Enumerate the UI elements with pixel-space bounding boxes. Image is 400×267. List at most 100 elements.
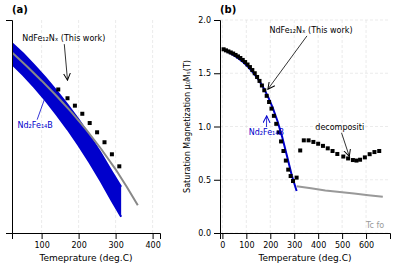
annotations: NdFe₁₂Nₓ (This work) Nd₂Fe₁₄B (18, 34, 106, 130)
point (311, 140, 315, 144)
grid-line (152, 20, 153, 233)
point (363, 155, 367, 159)
plot-area (12, 43, 138, 217)
tick-mark (246, 233, 247, 239)
band-edge (12, 64, 121, 217)
panel: 0 100 200 300 400 500 600 0.0 0.5 1.0 1.5 2.0 Temper… (183, 4, 391, 263)
band-edge (12, 43, 121, 187)
annotation: NdFe₁₂Nₓ (This work) (22, 34, 105, 43)
annotation-arrow (268, 36, 307, 89)
figure: 100200300400Temeprature (deg.C)(a)NdFe₁₂… (0, 0, 400, 267)
tick-label: 1.5 (198, 69, 211, 78)
point (95, 130, 99, 134)
grid-line (294, 20, 295, 233)
tick-label: 2.0 (198, 16, 211, 25)
point (279, 139, 283, 143)
x-tick: 0 (220, 233, 225, 250)
tick-mark (214, 233, 220, 234)
point (372, 150, 376, 154)
x-tick: 600 (359, 233, 374, 250)
tick-mark (294, 233, 295, 239)
grid-line (220, 20, 390, 21)
x-axis-title: Temperature (deg.C) (257, 253, 351, 263)
tick-label: 1.0 (198, 123, 211, 132)
point (289, 174, 293, 178)
point (80, 112, 84, 116)
point (286, 168, 290, 172)
panel: 100200300400Temeprature (deg.C)(a)NdFe₁₂… (6, 4, 161, 263)
y-tick: 0.0 (198, 229, 220, 238)
annotation-arrow (266, 116, 267, 127)
annotation-arrow (64, 44, 67, 80)
point (117, 164, 121, 168)
point (103, 140, 107, 144)
annotation-arrow (342, 133, 350, 156)
point (316, 142, 320, 146)
x-tick: 200 (71, 233, 86, 250)
point (354, 159, 358, 163)
y-tick: 1.5 (198, 69, 220, 78)
point (281, 149, 285, 153)
point (272, 114, 276, 118)
point (368, 152, 372, 156)
line (222, 49, 296, 191)
annotation: Nd₂Fe₁₄B (249, 128, 284, 137)
axis-line (221, 234, 391, 240)
plot-area (222, 47, 383, 197)
tick-mark (214, 73, 220, 74)
y-axis: 0.0 0.5 1.0 1.5 2.0 (198, 16, 220, 238)
point (321, 144, 325, 148)
grid-line (220, 179, 390, 180)
y-tick: 0.5 (198, 176, 220, 185)
tick-label: 400 (145, 241, 160, 250)
tick-label: 0.5 (198, 176, 211, 185)
tick-label: 100 (34, 241, 49, 250)
tick-label: 0.0 (198, 229, 211, 238)
point (66, 96, 70, 100)
point (298, 148, 302, 152)
x-tick: 400 (311, 233, 326, 250)
annotation: decompositi (315, 123, 364, 132)
x-tick: 500 (335, 233, 350, 250)
tick-mark (42, 233, 43, 239)
y-tick: 2.0 (198, 16, 220, 25)
point (110, 152, 114, 156)
line (297, 186, 383, 197)
tick-mark (79, 233, 80, 239)
axis-line (13, 234, 161, 240)
point (284, 159, 288, 163)
point (351, 158, 355, 162)
annotation: Tc fo (365, 221, 384, 230)
tick-mark (214, 20, 220, 21)
x-tick: 400 (145, 233, 160, 250)
annotation: NdFe₁₂Nₓ (This work) (269, 26, 352, 35)
point (262, 88, 266, 92)
point (326, 146, 330, 150)
annotation-arrow (37, 92, 47, 120)
tick-label: 300 (287, 241, 302, 250)
point (73, 104, 77, 108)
tick-mark (153, 233, 154, 239)
tick-mark (270, 233, 271, 239)
tick-mark (222, 233, 223, 239)
tick-label: 600 (359, 241, 374, 250)
y-tick: 1.0 (198, 123, 220, 132)
annotation: Nd₂Fe₁₄B (18, 121, 53, 130)
y-axis-title: Saturation Magnetization μ₀Mₛ(T) (183, 60, 192, 193)
point (274, 122, 278, 126)
tick-label: 200 (71, 241, 86, 250)
axis-line (6, 21, 13, 234)
x-axis: 100200300400 (13, 233, 161, 250)
point (267, 100, 271, 104)
y-axis (6, 21, 13, 234)
point (88, 121, 92, 125)
x-tick: 200 (263, 233, 278, 250)
point (260, 83, 264, 87)
panel-title: (a) (12, 4, 28, 15)
point (265, 94, 269, 98)
grid-line (220, 73, 390, 74)
x-axis: 0 100 200 300 400 500 600 (220, 233, 390, 250)
point (335, 152, 339, 156)
tick-label: 100 (239, 241, 254, 250)
tick-mark (342, 233, 343, 239)
